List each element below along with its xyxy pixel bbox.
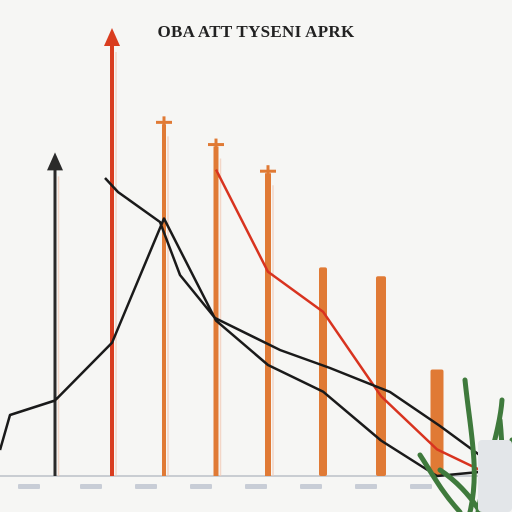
tick-label-mark [355,484,377,489]
tick-label-mark [18,484,40,489]
bar [319,267,327,476]
bar-arrowhead [47,152,63,171]
line-series-red [214,169,481,472]
tick-label-mark [245,484,267,489]
plant-leaf [437,467,483,512]
tick-label-mark [410,484,432,489]
tick-label-mark [135,484,157,489]
chart-title: OBA ATT TYSENI APRK [157,22,355,41]
tick-label-mark [190,484,212,489]
tick-label-mark [300,484,322,489]
tick-label-mark [80,484,102,489]
line-series-black-upper [104,177,501,472]
line-series-black [0,217,501,478]
plant-leaf [417,452,463,512]
plant-pot [478,440,512,512]
bar-arrowhead [104,28,120,46]
bar [376,276,386,476]
